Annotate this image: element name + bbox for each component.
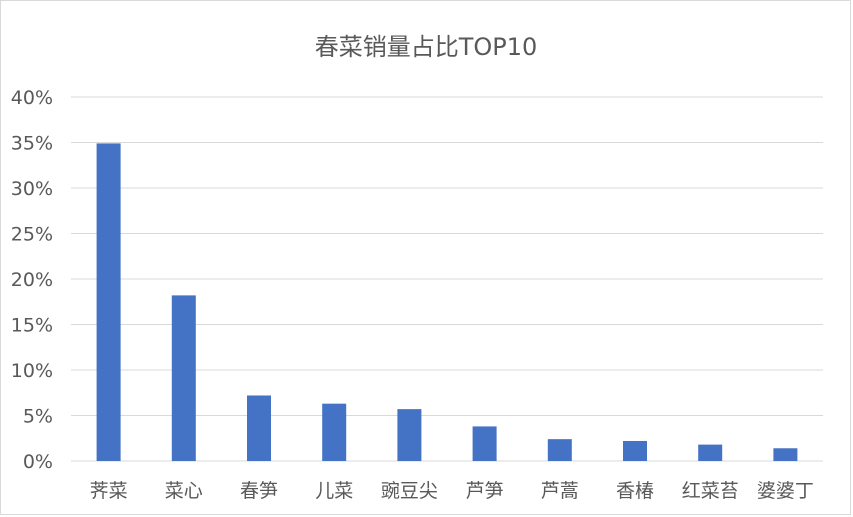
y-tick-label: 35% [11,133,53,155]
y-tick-label: 15% [11,315,53,337]
x-category-label: 豌豆尖 [381,480,438,502]
x-category-label: 春笋 [240,480,278,502]
bar [96,143,121,461]
x-category-label: 红菜苔 [682,480,739,502]
y-tick-label: 40% [11,87,53,109]
bar [698,444,723,461]
y-tick-label: 5% [23,406,53,428]
chart-title: 春菜销量占比TOP10 [315,33,538,61]
bar [547,439,572,461]
bar [472,426,497,461]
bar [623,440,647,461]
x-axis-categories: 荠菜 菜心 春笋 儿菜 豌豆尖 芦笋 芦蒿 香椿 红菜苔 婆婆丁 [90,480,814,502]
x-category-label: 荠菜 [90,480,128,502]
bar [397,409,422,461]
x-category-label: 香椿 [616,480,654,502]
bar [773,448,798,461]
y-tick-label: 25% [11,224,53,246]
y-axis-ticks: 0% 5% 10% 15% 20% 25% 30% 35% 40% [11,87,53,473]
bar [171,295,196,461]
bar [247,395,271,461]
x-category-label: 菜心 [165,480,203,502]
y-tick-label: 30% [11,178,53,200]
y-tick-label: 0% [23,451,53,473]
x-category-label: 芦蒿 [541,480,579,502]
x-category-label: 婆婆丁 [757,480,814,502]
y-tick-label: 20% [11,269,53,291]
y-tick-label: 10% [11,360,53,382]
bar [322,403,347,461]
x-category-label: 芦笋 [466,480,504,502]
bars [96,143,798,461]
gridlines [71,96,823,462]
x-category-label: 儿菜 [315,480,353,502]
